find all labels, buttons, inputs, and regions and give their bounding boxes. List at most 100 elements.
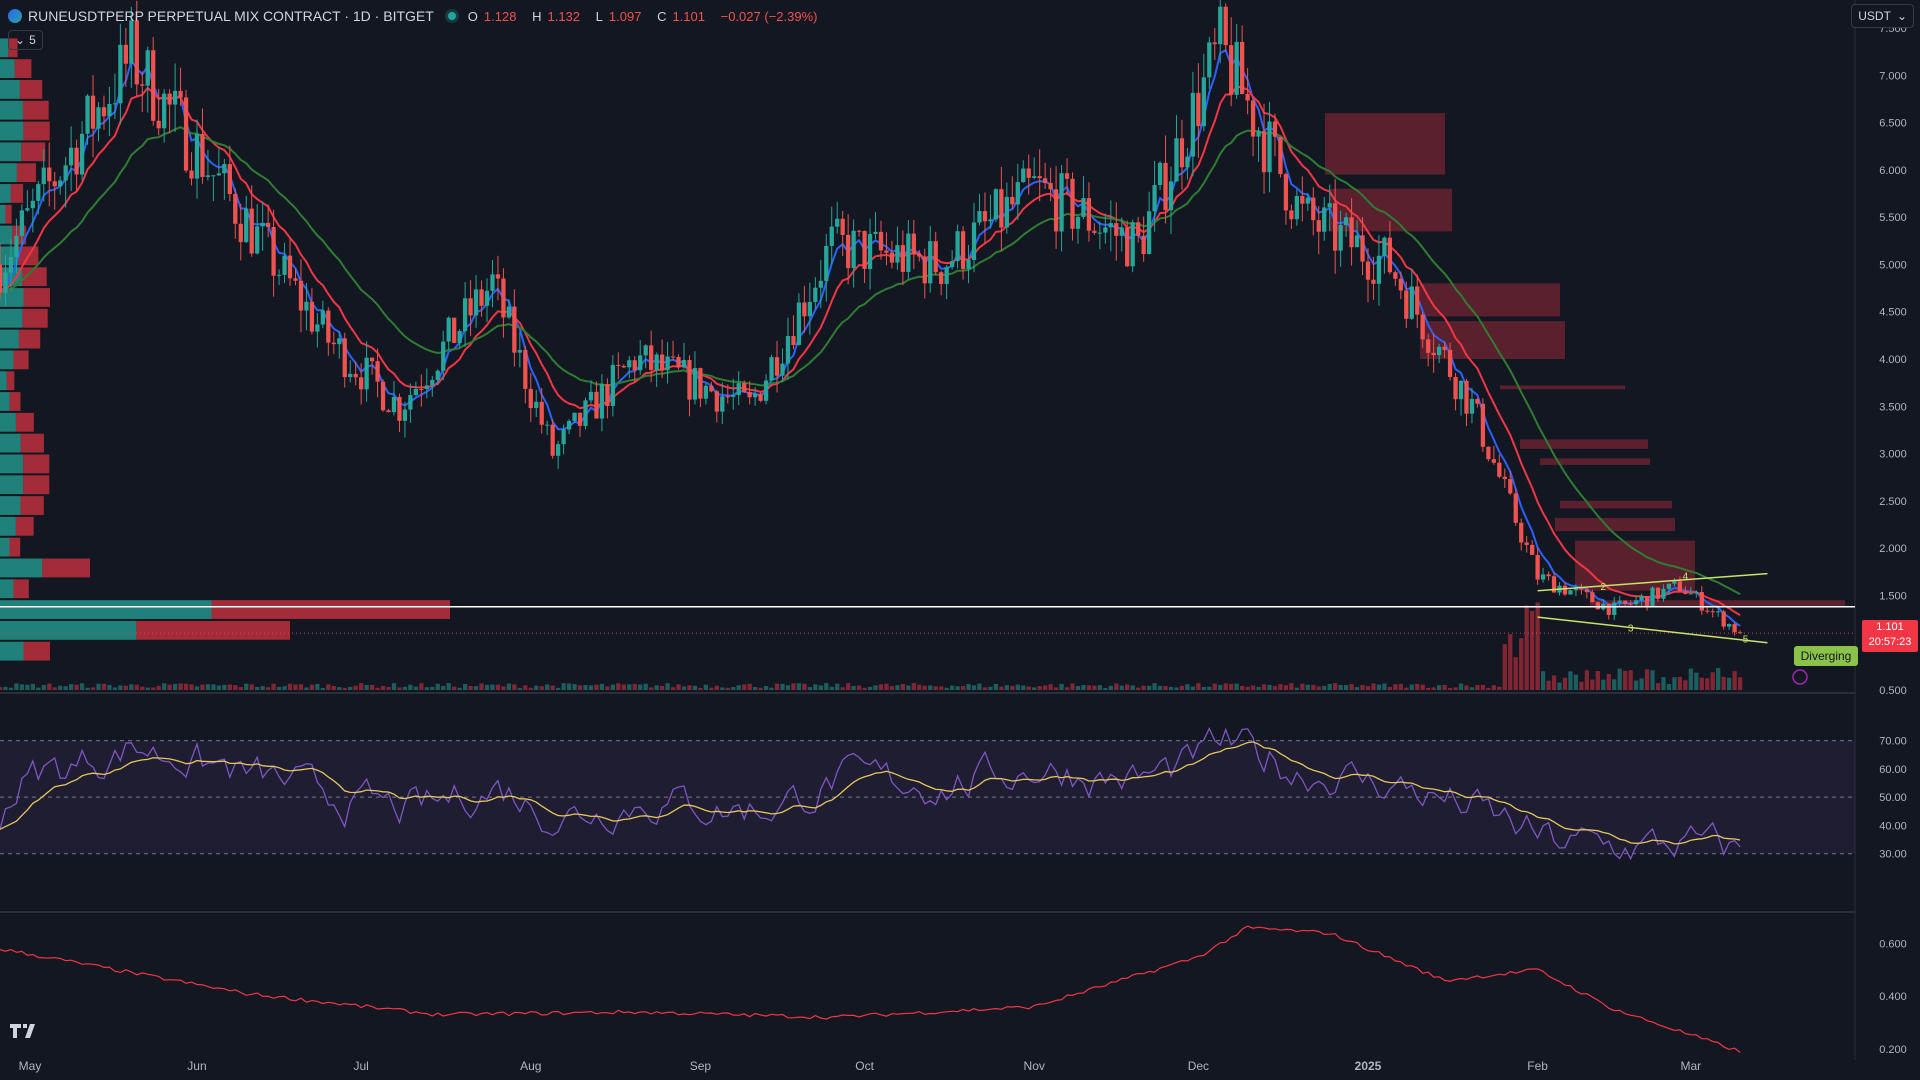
volume-bar xyxy=(1398,683,1403,690)
candle-body xyxy=(1037,176,1042,179)
supply-zone-box xyxy=(1325,113,1445,175)
volume-bar xyxy=(1223,683,1228,690)
candle-body xyxy=(714,391,719,412)
volume-bar xyxy=(1442,685,1447,690)
candle-body xyxy=(1606,603,1611,615)
candle-body xyxy=(1360,235,1365,262)
candle-body xyxy=(25,208,30,211)
volume-bar xyxy=(1672,677,1677,690)
volume-bar xyxy=(1037,685,1042,690)
candle-body xyxy=(949,261,955,268)
candle-body xyxy=(402,409,408,421)
candle-body xyxy=(1551,576,1557,593)
candle-body xyxy=(1546,574,1551,577)
volume-bar xyxy=(933,686,938,690)
volume-bar xyxy=(720,687,725,690)
candle-body xyxy=(1311,197,1316,221)
candle-body xyxy=(1119,227,1124,236)
volume-profile-bar-buy xyxy=(0,246,19,266)
candle-body xyxy=(681,359,687,368)
candle-body xyxy=(1086,198,1092,231)
volume-bar xyxy=(47,683,52,690)
candle-body xyxy=(1103,227,1108,233)
candle-body xyxy=(216,173,222,176)
volume-bar xyxy=(265,687,271,690)
candle-body xyxy=(1305,197,1310,204)
volume-bar xyxy=(41,684,46,690)
candle-body xyxy=(309,301,315,332)
volume-bar xyxy=(1141,685,1146,690)
candle-body xyxy=(1174,138,1179,182)
volume-bar xyxy=(709,687,714,690)
volume-bar xyxy=(156,685,161,690)
candle-body xyxy=(495,274,501,279)
candle-body xyxy=(1617,600,1622,603)
symbol-title[interactable]: RUNEUSDTPERP PERPETUAL MIX CONTRACT · 1D… xyxy=(28,8,434,24)
candle-body xyxy=(1710,611,1715,613)
indicators-collapse-button[interactable]: ⌄ 5 xyxy=(8,30,43,50)
volume-profile-bar-sell xyxy=(42,558,90,578)
candle-body xyxy=(928,241,933,284)
candle-body xyxy=(752,393,758,398)
volume-bar xyxy=(1201,686,1206,690)
volume-bar xyxy=(1190,686,1196,690)
volume-bar xyxy=(752,686,758,690)
candle-body xyxy=(391,396,397,413)
candle-body xyxy=(1469,399,1475,414)
volume-bar xyxy=(162,683,167,690)
candle-body xyxy=(1261,131,1267,173)
volume-profile-bar-sell xyxy=(136,620,290,640)
candle-body xyxy=(884,250,889,253)
volume-bar xyxy=(36,687,41,690)
volume-profile-bar-buy xyxy=(0,392,10,411)
candle-body xyxy=(1672,581,1677,584)
volume-bar xyxy=(1032,687,1037,690)
volume-bar xyxy=(714,685,719,690)
volume-bar xyxy=(999,686,1004,690)
volume-bar xyxy=(484,684,490,690)
candle-body xyxy=(1415,286,1420,315)
volume-profile-bar-sell xyxy=(15,412,34,432)
volume-bar xyxy=(249,684,254,690)
candle-body xyxy=(1633,600,1639,605)
candle-body xyxy=(621,365,626,368)
candle-body xyxy=(1475,399,1480,404)
candle-body xyxy=(572,412,577,421)
candle-body xyxy=(906,233,911,272)
candle-body xyxy=(1683,591,1688,594)
volume-profile-bar-buy xyxy=(0,38,9,58)
candle-body xyxy=(588,391,594,401)
candle-body xyxy=(971,222,977,261)
time-tick-label: Feb xyxy=(1527,1059,1548,1073)
candle-body xyxy=(1240,41,1245,94)
candle-body xyxy=(287,255,293,279)
volume-bar xyxy=(1179,685,1185,690)
rsi-tick-label: 50.00 xyxy=(1879,792,1907,804)
price-tick-label: 5.000 xyxy=(1879,259,1907,271)
volume-bar xyxy=(8,687,14,690)
volume-bar xyxy=(1650,670,1655,690)
volume-bar xyxy=(3,686,8,690)
candle-body xyxy=(774,357,780,376)
volume-bar xyxy=(457,687,462,690)
candle-body xyxy=(326,310,331,343)
candle-body xyxy=(1404,290,1409,319)
candle-body xyxy=(999,189,1004,228)
volume-bar xyxy=(1327,683,1332,690)
volume-bar xyxy=(1568,671,1573,690)
candle-body xyxy=(610,364,615,407)
candle-body xyxy=(1458,380,1464,400)
tradingview-logo[interactable] xyxy=(10,1022,38,1043)
price-tick-label: 4.000 xyxy=(1879,354,1907,366)
currency-select[interactable]: USDT ⌄ xyxy=(1851,4,1914,28)
volume-bar xyxy=(19,684,25,690)
candle-body xyxy=(1136,222,1141,236)
ohlc-readout: O 1.128 H 1.132 L 1.097 C 1.101 −0.027 (−2.3… xyxy=(467,8,818,24)
bar-countdown: 20:57:23 xyxy=(1868,636,1912,648)
volume-bar xyxy=(276,686,282,690)
candle-body xyxy=(1442,346,1447,350)
volume-bar xyxy=(1721,676,1726,690)
candle-body xyxy=(1590,592,1595,603)
candle-body xyxy=(1453,376,1458,400)
